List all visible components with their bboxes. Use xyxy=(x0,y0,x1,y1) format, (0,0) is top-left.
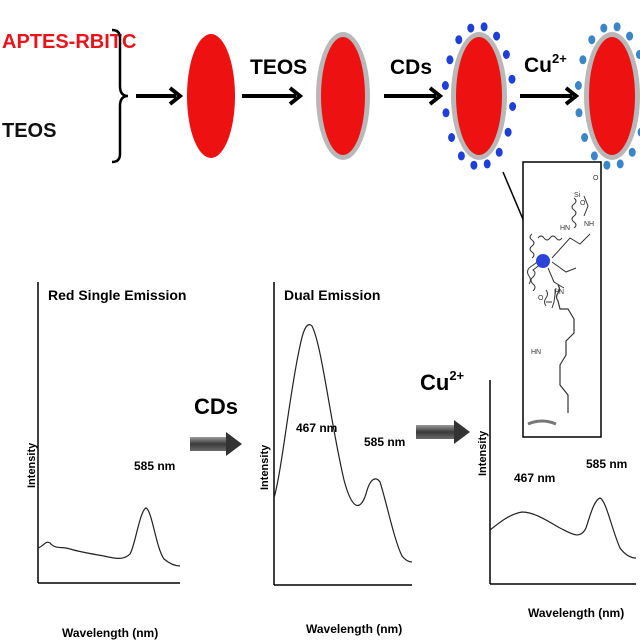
nanodot xyxy=(446,55,454,65)
inset-label: O xyxy=(593,175,599,182)
nanodot xyxy=(508,74,516,84)
inset-label: HN xyxy=(560,225,570,232)
surface-anchor-icon xyxy=(527,419,557,426)
nanodot xyxy=(626,31,634,41)
nanodot xyxy=(493,31,501,41)
x-axis-label: Wavelength (nm) xyxy=(306,622,402,636)
nanodot xyxy=(579,55,587,65)
nanodot xyxy=(616,159,624,169)
nanodot xyxy=(455,35,463,45)
step-reagent-cds: CDs xyxy=(390,56,432,79)
molecule-inset: HN NH HN NH HN O O O Si xyxy=(522,161,602,438)
block-arrow-icon xyxy=(416,420,470,444)
cd-decorated-particle xyxy=(441,22,517,170)
nanodot xyxy=(613,22,621,32)
nanodot xyxy=(502,50,510,59)
step-reagent-teos: TEOS xyxy=(250,56,307,79)
arrow-right-icon xyxy=(384,86,444,106)
bare-particle xyxy=(187,34,235,158)
nanodot xyxy=(588,35,596,45)
arrow-right-icon xyxy=(520,86,580,106)
cu-bound-particle xyxy=(574,22,640,170)
spectrum-panel-dual: Dual Emission Intensity Wavelength (nm) … xyxy=(259,282,413,636)
nanodot xyxy=(495,147,503,157)
bracket-icon xyxy=(111,28,129,164)
peak-label-585: 585 nm xyxy=(586,457,627,471)
inset-label: O xyxy=(538,295,544,302)
nanodot xyxy=(470,160,478,170)
nanodot xyxy=(590,151,598,161)
nanodot xyxy=(574,81,582,90)
panel-title: Dual Emission xyxy=(284,287,380,303)
nanodot xyxy=(509,102,517,111)
arrow-right-icon xyxy=(136,86,184,106)
transition-label-cds: CDs xyxy=(194,394,238,419)
nanodot xyxy=(504,127,512,137)
copper-ion-icon xyxy=(536,254,550,268)
y-axis-label: Intensity xyxy=(477,430,489,476)
nanodot xyxy=(441,81,449,90)
nanodot xyxy=(581,133,589,142)
peak-label-467: 467 nm xyxy=(514,471,555,485)
peak-label-585: 585 nm xyxy=(134,459,175,473)
nanodot xyxy=(448,133,456,142)
nanodot xyxy=(483,159,491,169)
silica-coated-particle xyxy=(316,32,370,160)
step-reagent-cu: Cu2+ xyxy=(524,51,567,77)
nanodot xyxy=(575,108,583,118)
inset-label: Si xyxy=(574,192,581,199)
copper-bound-dots xyxy=(574,22,640,170)
nanodot xyxy=(480,22,488,32)
inset-label: NH xyxy=(584,221,594,228)
spectrum-curve xyxy=(489,497,637,559)
inset-label: HN xyxy=(531,349,541,356)
precursor-aptes-rbitc: APTES-RBITC xyxy=(2,31,136,53)
panel-title: Red Single Emission xyxy=(48,287,186,303)
nanodot xyxy=(628,147,636,157)
block-arrow-icon xyxy=(190,432,242,456)
precursor-teos: TEOS xyxy=(2,120,56,142)
y-axis-label: Intensity xyxy=(26,442,38,488)
nanodot xyxy=(635,50,640,59)
x-axis-label: Wavelength (nm) xyxy=(528,606,624,620)
peak-label-467: 467 nm xyxy=(296,421,337,435)
nanodot xyxy=(442,108,450,118)
carbon-dots xyxy=(441,22,517,170)
spectrum-panel-quenched: Intensity Wavelength (nm) 467 nm 585 nm xyxy=(477,380,637,620)
inset-label: O xyxy=(580,200,586,207)
nanodot xyxy=(637,127,640,137)
spectrum-curve xyxy=(273,324,413,563)
peak-label-585: 585 nm xyxy=(364,435,405,449)
y-axis-label: Intensity xyxy=(259,444,271,490)
nanodot xyxy=(467,23,475,33)
arrow-right-icon xyxy=(242,86,304,106)
transition-label-cu: Cu2+ xyxy=(420,368,465,395)
nanodot xyxy=(603,160,611,170)
x-axis-label: Wavelength (nm) xyxy=(62,626,158,640)
spectrum-panel-red-single: Red Single Emission Intensity Wavelength… xyxy=(26,282,186,640)
spectrum-curve xyxy=(37,507,181,567)
inset-label: HN xyxy=(554,289,564,296)
nanodot xyxy=(600,23,608,33)
nanodot xyxy=(457,151,465,161)
